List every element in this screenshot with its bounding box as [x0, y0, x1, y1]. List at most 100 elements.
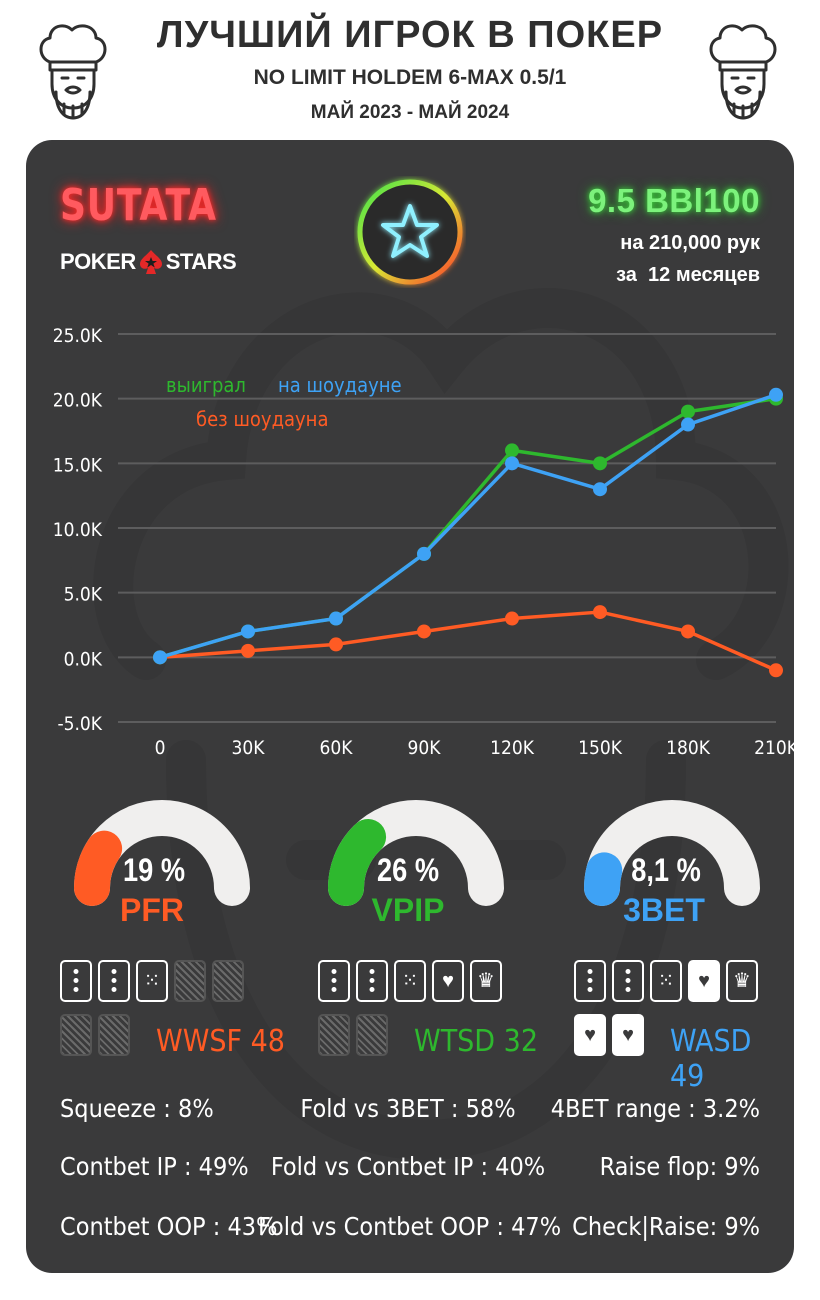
vpip-value: 26 % [377, 852, 439, 888]
card-back [174, 960, 206, 1002]
card-five: ⁙ [136, 960, 168, 1002]
card-five: ⁙ [650, 960, 682, 1002]
card-crown: ♛ [726, 960, 758, 1002]
pfr-value: 19 % [123, 852, 185, 888]
card-two [612, 960, 644, 1002]
card-back [356, 1014, 388, 1056]
data-point [153, 650, 167, 665]
gauge-fill [74, 830, 123, 906]
card-crown: ♛ [470, 960, 502, 1002]
card-back [212, 960, 244, 1002]
metric-contbet-oop: Contbet OOP : 43% [60, 1212, 278, 1241]
y-tick-label: 5.0K [64, 584, 103, 606]
data-point [417, 546, 431, 561]
data-point [329, 611, 343, 626]
card-two [318, 960, 350, 1002]
metric-fold-vs-contbet-oop: Fold vs Contbet OOP : 47% [258, 1212, 562, 1241]
data-point [769, 387, 783, 402]
legend-entry: выиграл [166, 373, 246, 397]
card-two [60, 960, 92, 1002]
card-two [356, 960, 388, 1002]
x-tick-label: 210K [754, 737, 794, 759]
metric-fold-vs-contbet-ip: Fold vs Contbet IP : 40% [270, 1152, 546, 1181]
y-tick-label: 25.0K [53, 325, 103, 347]
king-card-icon [39, 24, 107, 120]
gauge-vpip [328, 800, 504, 906]
series-line [159, 393, 777, 660]
data-point [681, 404, 695, 419]
y-tick-label: 20.0K [53, 390, 103, 412]
star-badge-icon [357, 179, 463, 285]
data-point [505, 611, 519, 626]
wwsf-stat: WWSF 48 [156, 1024, 285, 1059]
y-tick-label: 15.0K [53, 454, 103, 476]
pfr-label: PFR [120, 892, 184, 928]
player-name: SUTATA [60, 180, 217, 231]
data-point [593, 605, 607, 620]
x-tick-label: 30K [232, 737, 266, 759]
gauge-fill [584, 852, 623, 906]
wtsd-cards-row2 [318, 1014, 388, 1056]
3bet-label: 3BET [623, 892, 705, 928]
king-card-icon [709, 24, 777, 120]
card-five: ⁙ [394, 960, 426, 1002]
wwsf-cards-row1: ⁙ [60, 960, 244, 1002]
card-back [98, 1014, 130, 1056]
wtsd-cards-row1: ⁙ ♥ ♛ [318, 960, 502, 1002]
x-tick-label: 180K [666, 737, 711, 759]
pokerstars-logo: POKER STARS [60, 248, 237, 276]
spade-icon [139, 250, 162, 274]
data-point [241, 643, 255, 658]
data-point [681, 417, 695, 432]
data-point [681, 624, 695, 639]
brand-left: POKER [60, 249, 136, 274]
legend-entry: без шоудауна [196, 407, 328, 431]
winnings-chart: 25.0K 20.0K 15.0K 10.0K 5.0K 0.0K -5.0K 0 30K 60K… [53, 325, 794, 759]
y-tick-label: -5.0K [57, 713, 102, 735]
hands-count: на 210,000 рук [620, 232, 760, 254]
card-back [60, 1014, 92, 1056]
metric-squeeze: Squeeze : 8% [60, 1094, 214, 1123]
gauge-pfr [74, 800, 250, 906]
metric-fold-vs-3bet: Fold vs 3BET : 58% [300, 1094, 516, 1123]
card-two [98, 960, 130, 1002]
metric-check-raise: Check|Raise: 9% [572, 1212, 760, 1241]
card-heart: ♥ [574, 1014, 606, 1056]
x-tick-label: 0 [155, 737, 166, 759]
card-two [574, 960, 606, 1002]
card-back [318, 1014, 350, 1056]
stats-panel: SUTATA POKER STARS 9.5 BBl100 на 210,000… [26, 140, 794, 1273]
background-king-watermark [93, 288, 789, 1161]
metric-4bet-range: 4BET range : 3.2% [550, 1094, 760, 1123]
data-point [593, 482, 607, 497]
series-line [159, 610, 777, 672]
data-point [505, 456, 519, 471]
metric-raise-flop: Raise flop: 9% [599, 1152, 760, 1181]
card-heart: ♥ [612, 1014, 644, 1056]
page-title: ЛУЧШИЙ ИГРОК В ПОКЕР [156, 14, 664, 56]
brand-right: STARS [165, 249, 237, 274]
game-format: NO LIMIT HOLDEM 6-MAX 0.5/1 [253, 66, 567, 89]
wwsf-cards-row2 [60, 1014, 130, 1056]
gauge-3bet [584, 800, 760, 906]
3bet-value: 8,1 % [631, 852, 701, 888]
data-point [505, 443, 519, 458]
data-point [769, 663, 783, 678]
legend-entry: на шоудауне [278, 373, 402, 397]
wasd-cards-row1: ⁙ ♥ ♛ [574, 960, 758, 1002]
gauge-fill [328, 818, 387, 906]
x-tick-label: 60K [320, 737, 354, 759]
x-tick-label: 90K [408, 737, 442, 759]
period: МАЙ 2023 - МАЙ 2024 [310, 102, 510, 123]
y-tick-label: 0.0K [64, 648, 103, 670]
wasd-stat: WASD 49 [670, 1024, 752, 1094]
x-tick-label: 150K [578, 737, 623, 759]
data-point [329, 637, 343, 652]
metric-contbet-ip: Contbet IP : 49% [60, 1152, 249, 1181]
y-tick-label: 10.0K [53, 519, 103, 541]
wtsd-stat: WTSD 32 [414, 1024, 538, 1059]
months-count: за 12 месяцев [616, 264, 760, 286]
card-heart: ♥ [688, 960, 720, 1002]
vpip-label: VPIP [371, 892, 445, 928]
data-point [593, 456, 607, 471]
